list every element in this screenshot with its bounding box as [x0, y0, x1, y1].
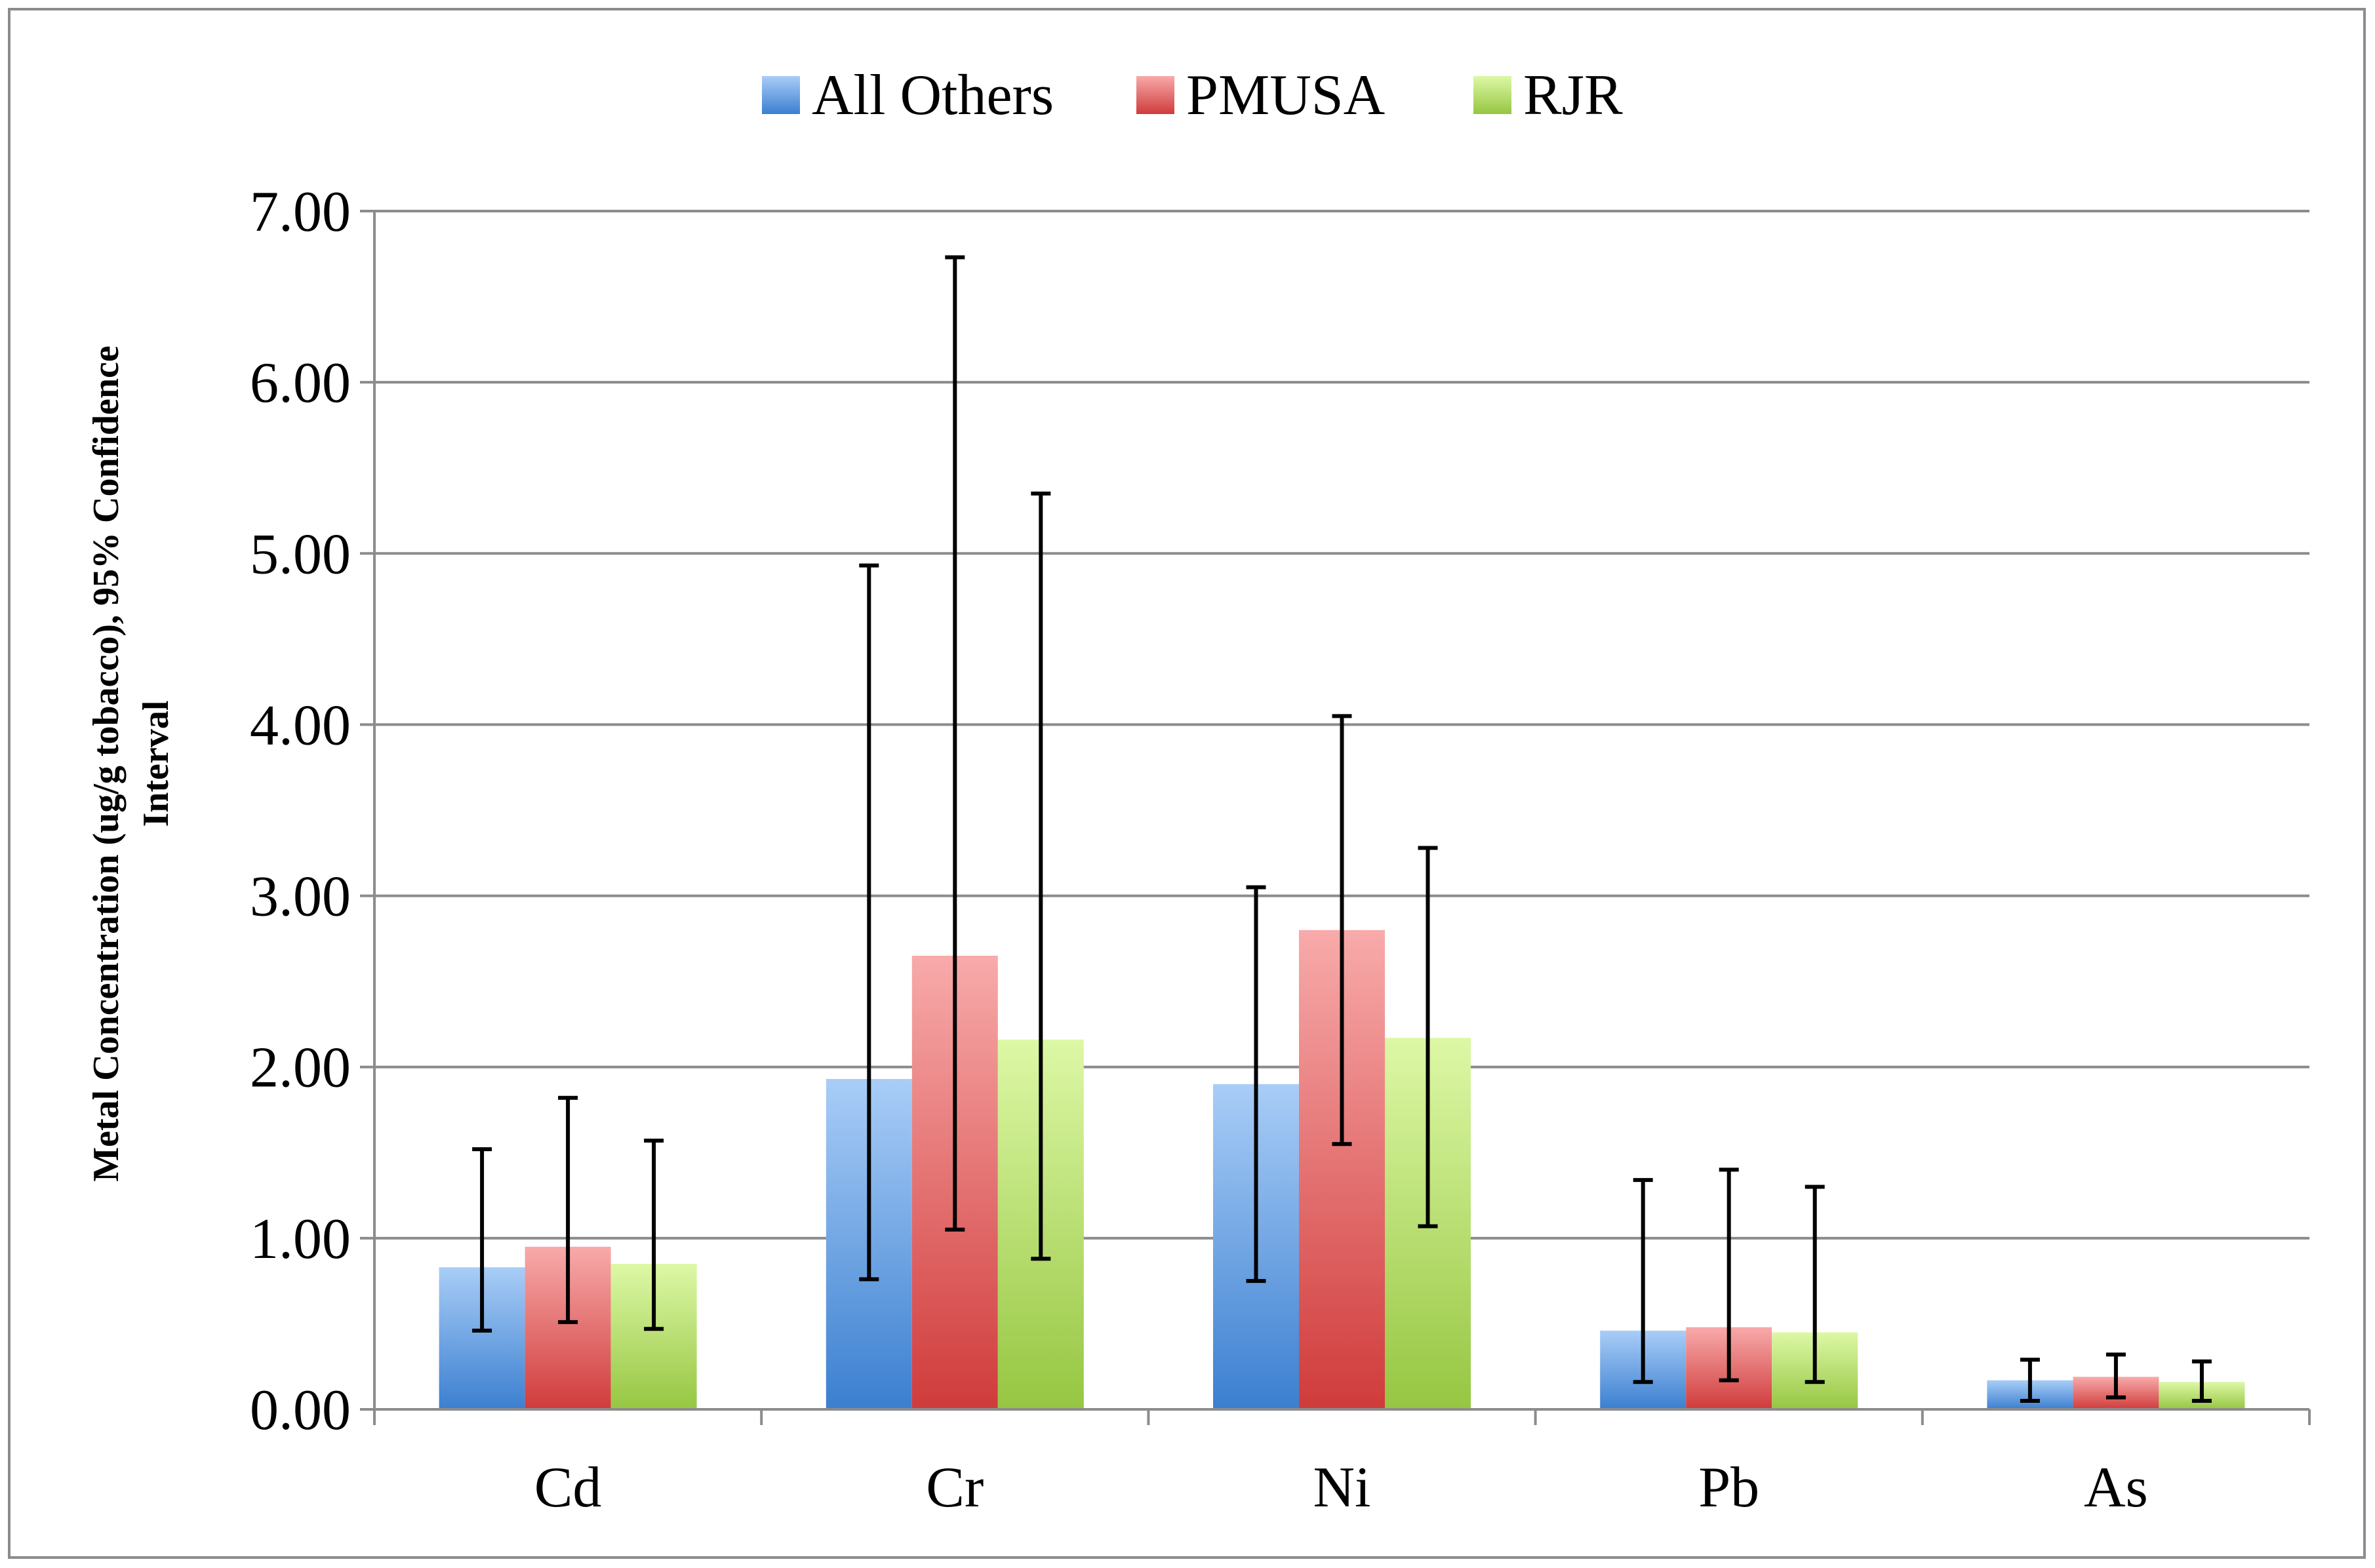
x-label-ni: Ni	[1313, 1456, 1371, 1519]
y-axis-title-line-2: Interval	[136, 701, 176, 827]
y-axis-ticks: 0.00 1.00 2.00 3.00 4.00 5.00 6.00 7.00	[250, 180, 374, 1442]
y-tick-label-7: 7.00	[250, 180, 351, 244]
x-label-cr: Cr	[926, 1456, 984, 1519]
x-label-as: As	[2084, 1456, 2148, 1519]
legend-label-all-others: All Others	[812, 64, 1054, 127]
legend-swatch-rjr	[1473, 76, 1511, 114]
x-label-pb: Pb	[1698, 1456, 1759, 1519]
y-tick-label-0: 0.00	[250, 1379, 351, 1442]
y-tick-label-2: 2.00	[250, 1036, 351, 1100]
y-tick-label-5: 5.00	[250, 522, 351, 586]
y-tick-label-1: 1.00	[250, 1207, 351, 1271]
y-axis-title-line-1: Metal Concentration (ug/g tobacco), 95% …	[86, 345, 127, 1181]
error-bars	[472, 255, 2212, 1403]
gridlines	[374, 210, 2309, 1240]
bars	[439, 930, 2245, 1409]
legend-label-pmusa: PMUSA	[1186, 64, 1385, 127]
chart-frame	[8, 8, 2366, 1559]
legend-swatch-all-others	[762, 76, 800, 114]
x-axis	[373, 211, 2311, 1425]
y-tick-label-6: 6.00	[250, 351, 351, 415]
legend-swatch-pmusa	[1136, 76, 1174, 114]
y-tick-label-3: 3.00	[250, 865, 351, 929]
y-tick-label-4: 4.00	[250, 694, 351, 757]
x-label-cd: Cd	[534, 1456, 602, 1519]
x-axis-labels: Cd Cr Ni Pb As	[534, 1456, 2148, 1519]
legend-label-rjr: RJR	[1523, 64, 1623, 127]
legend: All Others PMUSA RJR	[762, 64, 1623, 127]
